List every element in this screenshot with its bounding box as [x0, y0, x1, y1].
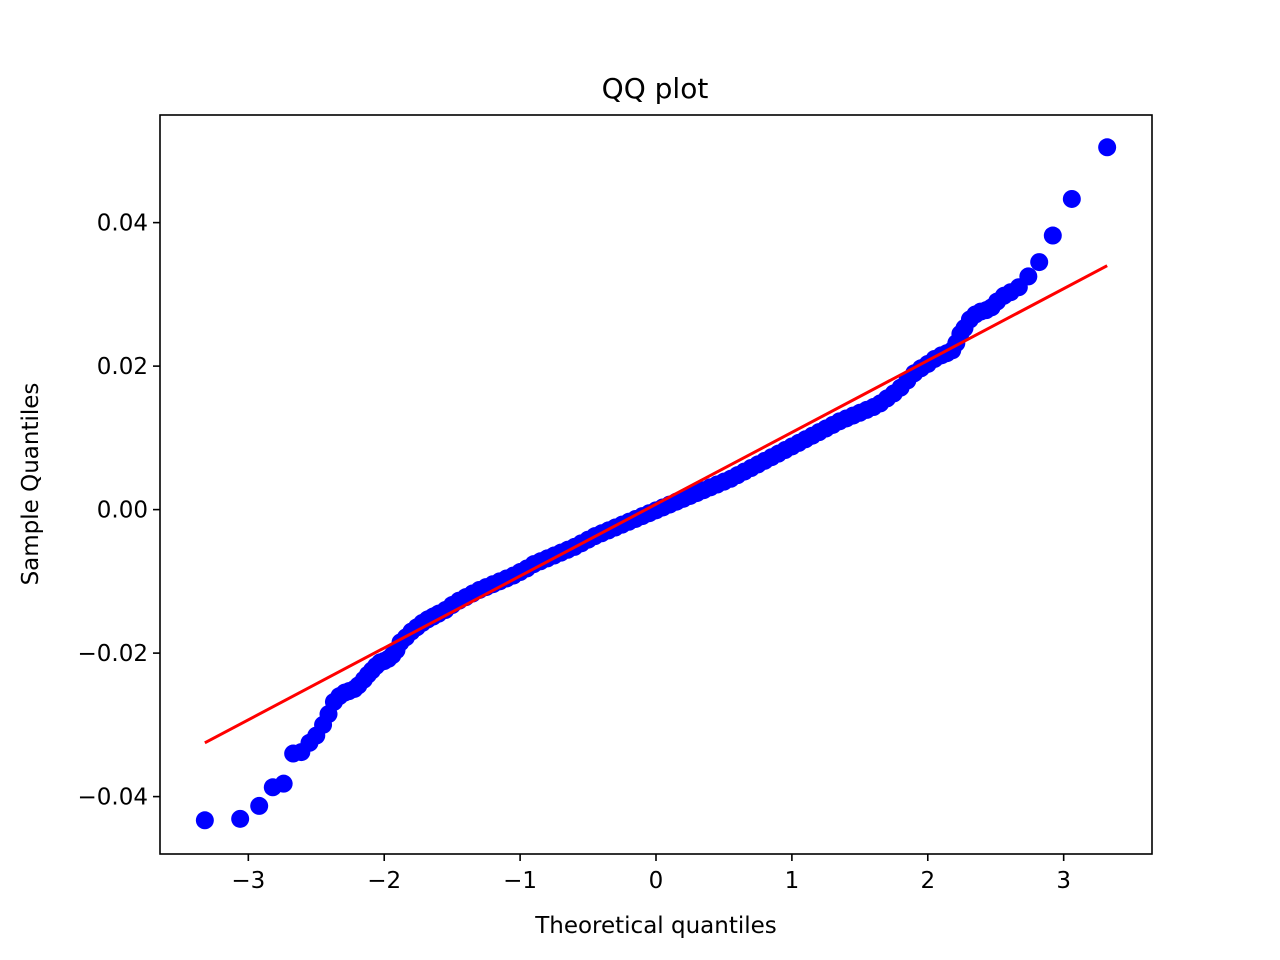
x-tick-label: −2: [367, 868, 401, 894]
reference-line-group: [204, 264, 1108, 745]
x-tick-label: 2: [920, 868, 935, 894]
x-axis-label: Theoretical quantiles: [534, 913, 777, 939]
x-tick-label: 3: [1056, 868, 1071, 894]
sample-point: [1030, 253, 1049, 272]
sample-point: [1043, 226, 1062, 245]
y-tick-label: −0.04: [78, 785, 148, 811]
y-tick-label: −0.02: [78, 641, 148, 667]
x-tick-label: 0: [649, 868, 664, 894]
x-tick-label: 1: [785, 868, 800, 894]
sample-point: [274, 774, 293, 793]
sample-point: [1019, 267, 1038, 286]
sample-point: [1062, 189, 1081, 208]
x-tick-label: −3: [231, 868, 265, 894]
x-axis-ticks: −3 −2 −1 0 1 2 3: [231, 854, 1071, 894]
sample-point: [250, 796, 269, 815]
y-tick-label: 0.04: [97, 211, 148, 237]
y-tick-label: 0.00: [97, 498, 148, 524]
sample-point: [195, 811, 214, 830]
y-axis-label: Sample Quantiles: [18, 383, 44, 586]
y-axis-ticks: −0.04 −0.02 0.00 0.02 0.04: [78, 211, 160, 811]
reference-line: [204, 264, 1108, 745]
x-tick-label: −1: [503, 868, 537, 894]
sample-point: [1098, 138, 1117, 157]
sample-point: [231, 809, 250, 828]
sample-points-group: [195, 138, 1117, 830]
y-tick-label: 0.02: [97, 354, 148, 380]
chart-title: QQ plot: [602, 72, 709, 105]
